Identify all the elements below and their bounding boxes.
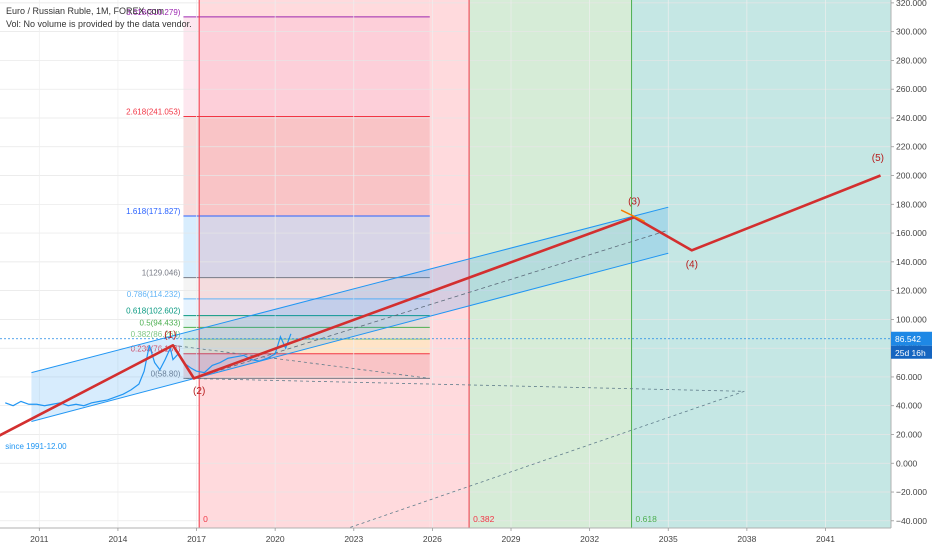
y-tick-label: 240.000 (896, 113, 927, 123)
y-tick-label: 100.000 (896, 314, 927, 324)
fib-level-label: 0.236(76.157) (131, 345, 181, 354)
x-tick-label: 2035 (659, 534, 678, 544)
x-tick-label: 2014 (108, 534, 127, 544)
volume-note: Vol: No volume is provided by the data v… (6, 19, 192, 29)
y-tick-label: −40.000 (896, 516, 927, 526)
fib-level-label: 0.618(102.602) (126, 307, 181, 316)
y-tick-label: 120.000 (896, 286, 927, 296)
fib-band (183, 216, 430, 278)
y-tick-label: 40.000 (896, 401, 922, 411)
projection-line (172, 344, 430, 379)
wave-label: (3) (628, 196, 640, 207)
fib-level-label: 0(58.80) (151, 369, 181, 378)
fib-level-label: 1.618(171.827) (126, 207, 181, 216)
x-tick-label: 2011 (30, 534, 49, 544)
current-price-badge (891, 331, 932, 346)
time-zone-band (469, 0, 632, 528)
y-tick-label: 140.000 (896, 257, 927, 267)
fib-level-label: 3.618(310.279) (126, 8, 181, 17)
countdown-badge (891, 345, 932, 359)
y-tick-label: 0.000 (896, 458, 918, 468)
y-tick-label: 260.000 (896, 84, 927, 94)
fib-band (183, 315, 430, 328)
fib-level-label: 2.618(241.053) (126, 107, 181, 116)
x-tick-label: 2029 (502, 534, 521, 544)
fib-level-label: 1(129.046) (142, 269, 181, 278)
fib-level-label: 0.786(114.232) (127, 290, 181, 299)
fib-band (183, 327, 430, 340)
y-tick-label: 20.000 (896, 429, 922, 439)
x-tick-label: 2026 (423, 534, 442, 544)
chart-title: Euro / Russian Ruble, 1M, FOREX.com (6, 6, 165, 16)
fib-level-label: 0.382(86.264) (131, 330, 181, 339)
x-tick-label: 2017 (187, 534, 206, 544)
wave-label: (2) (193, 386, 205, 397)
time-zone-label: 0.618 (636, 514, 658, 524)
x-tick-label: 2041 (816, 534, 835, 544)
y-tick-label: 280.000 (896, 55, 927, 65)
time-zone-label: 0 (203, 514, 208, 524)
y-tick-label: −20.000 (896, 487, 927, 497)
fib-band (183, 277, 430, 299)
wave-label: (5) (872, 153, 884, 164)
x-tick-label: 2038 (737, 534, 756, 544)
y-tick-label: 160.000 (896, 228, 927, 238)
fib-level-label: 0.5(94.433) (140, 318, 181, 327)
x-tick-label: 2032 (580, 534, 599, 544)
y-tick-label: 320.000 (896, 0, 927, 8)
x-tick-label: 2020 (266, 534, 285, 544)
time-zone-label: 0.382 (473, 514, 495, 524)
time-zone-band (199, 0, 430, 528)
time-zone-band (631, 0, 891, 528)
fib-band (183, 16, 430, 117)
y-tick-label: 60.000 (896, 372, 922, 382)
wave-label: (4) (686, 260, 698, 271)
price-line (5, 333, 292, 407)
x-tick-label: 2023 (344, 534, 363, 544)
price-axis-bg (891, 0, 932, 550)
wave3-marker (620, 209, 645, 223)
y-tick-label: 180.000 (896, 199, 927, 209)
since-annotation: since 1991-12.00 (5, 442, 67, 451)
time-axis-bg (0, 528, 932, 550)
y-tick-label: 200.000 (896, 171, 927, 181)
countdown-label: 25d 16h (895, 348, 926, 358)
wave-label: (1) (164, 330, 176, 341)
y-tick-label: 300.000 (896, 27, 927, 37)
projection-line (327, 390, 745, 536)
trend-channel-lower (31, 252, 669, 423)
fib-band (183, 339, 430, 354)
fib-band (183, 298, 430, 316)
fib-band (183, 116, 430, 217)
elliott-wave-line (0, 174, 881, 437)
trend-channel-upper (31, 206, 669, 374)
trend-channel-mid (193, 229, 669, 379)
current-price-label: 86.542 (895, 334, 921, 344)
y-tick-label: 220.000 (896, 142, 927, 152)
